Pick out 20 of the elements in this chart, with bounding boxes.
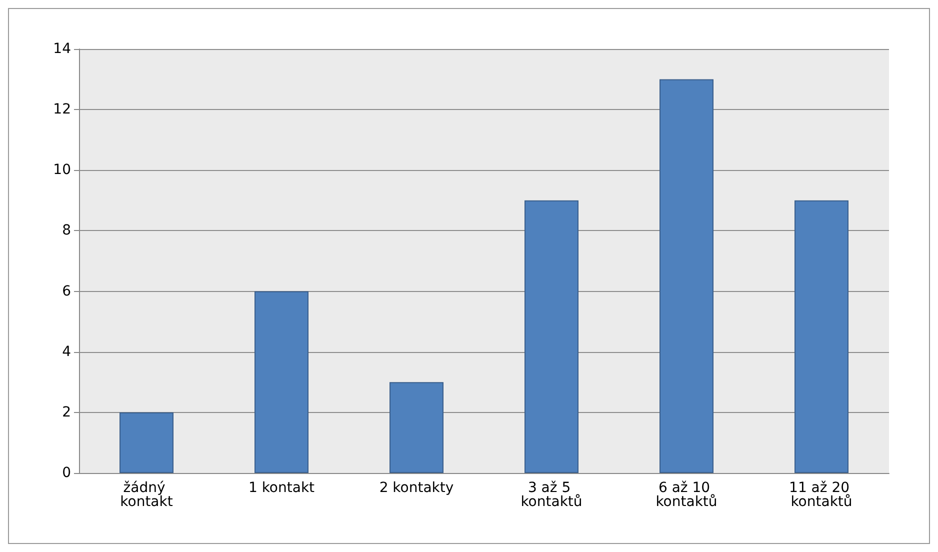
x-tick-label: 2 kontakty — [379, 480, 454, 496]
x-tick-label: 3 až 5 kontaktů — [520, 480, 582, 510]
bar — [390, 382, 444, 473]
y-tick-label: 2 — [62, 404, 71, 420]
bar — [660, 79, 714, 473]
bar — [254, 291, 308, 473]
y-tick-label: 0 — [62, 465, 71, 481]
y-tick-label: 10 — [53, 162, 71, 178]
x-tick-label: žádný kontakt — [120, 480, 174, 510]
bar — [120, 412, 174, 473]
y-tick-label: 14 — [53, 41, 72, 57]
y-tick-label: 4 — [62, 344, 72, 360]
bar — [524, 200, 578, 473]
y-tick-label: 6 — [62, 283, 72, 300]
y-tick-label: 12 — [53, 102, 71, 118]
x-tick-label: 1 kontakt — [248, 480, 316, 496]
bar — [794, 200, 848, 473]
x-tick-label: 11 až 20 kontaktů — [789, 480, 854, 510]
x-tick-label: 6 až 10 kontaktů — [656, 480, 718, 510]
y-tick-label: 8 — [62, 222, 71, 239]
